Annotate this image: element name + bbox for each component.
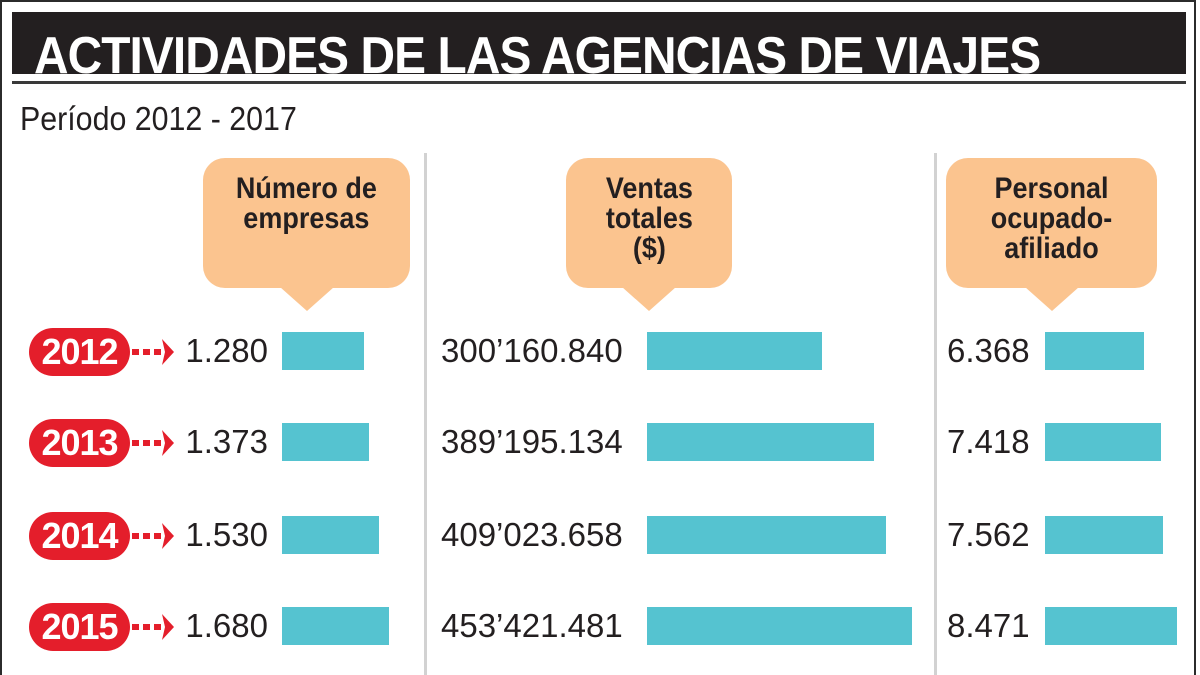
year-badge: 2015 — [29, 603, 130, 651]
bar — [647, 516, 886, 554]
year-badge: 2013 — [29, 419, 130, 467]
column-divider — [424, 153, 427, 675]
bar — [647, 332, 822, 370]
bar-value-label: 6.368 — [947, 332, 1030, 369]
dashed-arrow-icon — [132, 522, 176, 550]
page-title: ACTIVIDADES DE LAS AGENCIAS DE VIAJES — [34, 27, 1041, 85]
bar — [1045, 332, 1144, 370]
bar-value-label: 8.471 — [947, 607, 1030, 644]
bar-value-label: 1.280 — [185, 332, 268, 369]
bar-value-label: 409’023.658 — [441, 516, 623, 553]
column-divider — [934, 153, 937, 675]
bar — [282, 332, 364, 370]
callout-line: totales — [605, 202, 693, 235]
bar-value-label: 389’195.134 — [441, 423, 623, 460]
dashed-arrow-icon — [132, 338, 176, 366]
dashed-arrow-icon — [132, 429, 176, 457]
bar-value-label: 1.530 — [185, 516, 268, 553]
callout-numero-empresas: Número de empresas — [203, 158, 410, 311]
callout-line: ($) — [632, 232, 666, 265]
bar — [647, 607, 912, 645]
callout-title: Número de empresas — [236, 158, 377, 234]
callout-title: Ventas totales ($) — [605, 158, 692, 264]
callout-line: ocupado- — [990, 202, 1113, 235]
title-bar: ACTIVIDADES DE LAS AGENCIAS DE VIAJES — [12, 12, 1186, 85]
bar — [282, 516, 379, 554]
bar — [1045, 607, 1177, 645]
bar — [647, 423, 874, 461]
bar — [282, 607, 389, 645]
callout-title: Personal ocupado- afiliado — [991, 158, 1113, 264]
callout-line: afiliado — [1004, 232, 1099, 265]
callout-line: Número de — [235, 172, 378, 205]
bar — [1045, 423, 1161, 461]
period-subtitle: Período 2012 - 2017 — [20, 100, 297, 137]
year-badge: 2014 — [29, 512, 130, 560]
dashed-arrow-icon — [132, 613, 176, 641]
bar — [282, 423, 369, 461]
callout-ventas-totales: Ventas totales ($) — [566, 158, 732, 311]
callout-line: Personal — [994, 172, 1109, 205]
bar-value-label: 7.418 — [947, 423, 1030, 460]
callout-line: Ventas — [605, 172, 693, 205]
callout-line: empresas — [243, 202, 370, 235]
bar — [1045, 516, 1163, 554]
bar-value-label: 1.373 — [185, 423, 268, 460]
bar-value-label: 1.680 — [185, 607, 268, 644]
bar-value-label: 7.562 — [947, 516, 1030, 553]
bar-value-label: 453’421.481 — [441, 607, 623, 644]
year-badge: 2012 — [29, 328, 130, 376]
callout-personal-ocupado: Personal ocupado- afiliado — [946, 158, 1157, 311]
title-rule — [12, 81, 1186, 84]
bar-value-label: 300’160.840 — [441, 332, 623, 369]
